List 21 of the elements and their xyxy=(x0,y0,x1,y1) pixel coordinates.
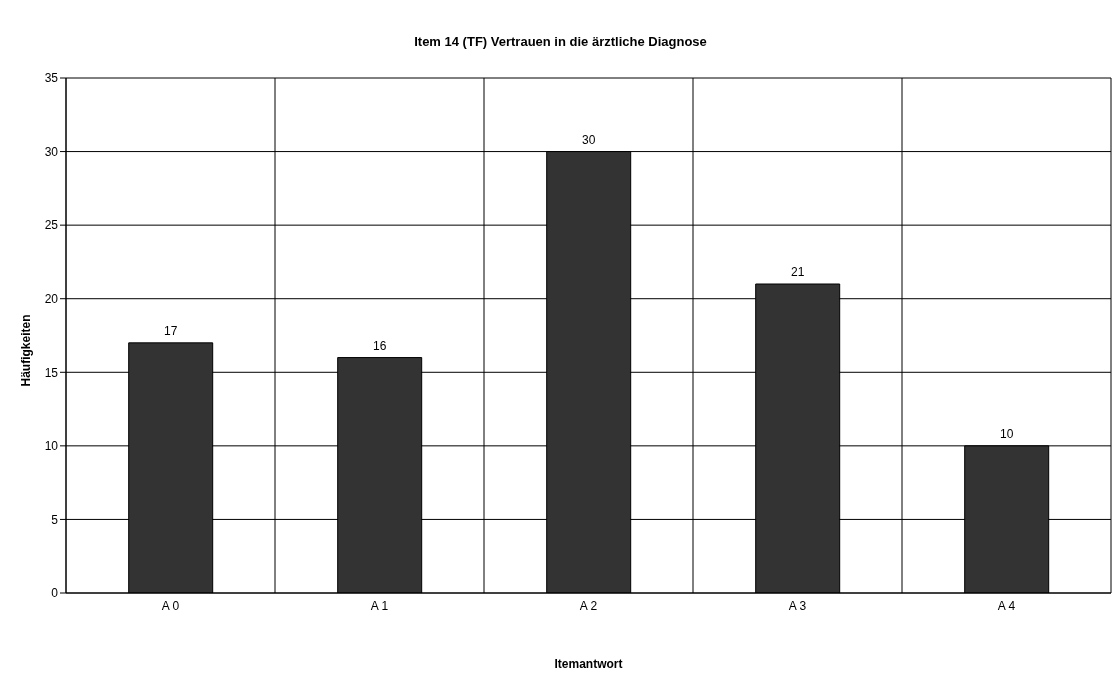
y-tick-label: 20 xyxy=(44,291,59,306)
x-tick-label: A 4 xyxy=(997,598,1016,613)
y-tick-label: 35 xyxy=(44,71,59,86)
x-tick-label: A 0 xyxy=(161,598,180,613)
x-tick-label: A 2 xyxy=(579,598,598,613)
y-tick-label: 15 xyxy=(44,365,59,380)
y-tick-label: 5 xyxy=(51,512,59,527)
y-tick-label: 10 xyxy=(44,439,59,454)
chart-title: Item 14 (TF) Vertrauen in die ärztliche Diagnose xyxy=(414,34,707,49)
data-label: 16 xyxy=(373,338,387,353)
data-label: 21 xyxy=(791,265,805,279)
x-tick-label: A 1 xyxy=(370,598,389,613)
data-label: 10 xyxy=(1000,426,1014,441)
x-tick-label: A 3 xyxy=(788,598,807,613)
data-label: 30 xyxy=(582,132,596,147)
y-axis-title: Häufigkeiten xyxy=(19,314,33,387)
data-label: 17 xyxy=(164,323,178,338)
y-tick-label: 0 xyxy=(51,586,59,601)
x-axis-title: Itemantwort xyxy=(554,657,623,671)
y-tick-label: 25 xyxy=(44,218,59,233)
y-tick-label: 30 xyxy=(44,144,59,159)
